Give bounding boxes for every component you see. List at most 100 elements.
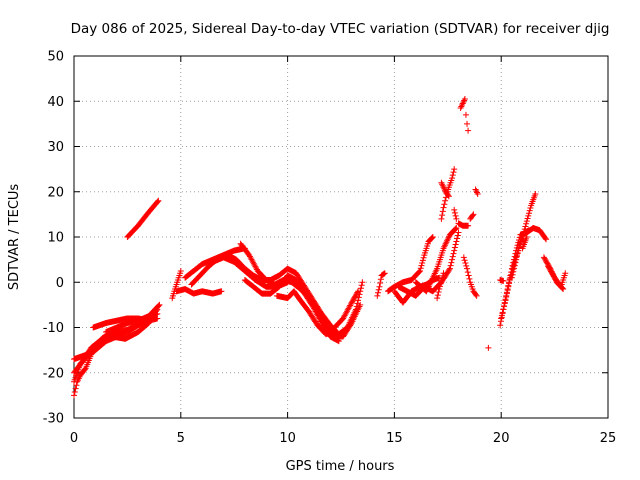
data-points <box>71 95 569 399</box>
x-axis-label: GPS time / hours <box>286 459 395 474</box>
y-axis: -30 -20 -10 0 10 20 30 40 50 <box>43 50 608 427</box>
data-point <box>350 297 357 304</box>
data-point <box>509 271 516 278</box>
data-point <box>445 193 452 200</box>
data-point <box>515 247 522 254</box>
data-point <box>473 292 480 299</box>
data-point <box>512 259 519 266</box>
data-point <box>155 302 162 309</box>
data-point <box>353 290 360 297</box>
data-point <box>562 270 569 277</box>
data-point <box>155 197 162 204</box>
data-point <box>525 227 532 234</box>
data-point <box>548 268 555 275</box>
data-point <box>461 95 468 102</box>
data-point <box>381 270 388 277</box>
data-point <box>463 262 470 269</box>
data-point <box>452 225 459 232</box>
data-point <box>375 289 382 296</box>
data-point <box>532 191 539 198</box>
data-point <box>380 270 387 277</box>
data-point <box>447 262 454 269</box>
y-tick-label: 30 <box>47 140 64 155</box>
data-point <box>218 288 225 295</box>
y-tick-label: 50 <box>47 50 64 65</box>
data-point <box>514 250 521 257</box>
data-point <box>462 260 469 267</box>
data-point <box>548 269 555 276</box>
data-point <box>352 292 359 299</box>
data-point <box>504 287 511 294</box>
data-point <box>465 127 472 134</box>
data-point <box>557 282 564 289</box>
data-point <box>177 267 184 274</box>
data-point <box>374 292 381 299</box>
data-point <box>349 298 356 305</box>
data-point <box>434 295 441 302</box>
data-point <box>417 265 424 272</box>
data-point <box>500 306 507 313</box>
data-point <box>544 260 551 267</box>
x-tick-label: 20 <box>493 431 510 446</box>
data-point <box>446 265 453 272</box>
data-point <box>375 286 382 293</box>
data-point <box>513 256 520 263</box>
data-point <box>448 259 455 266</box>
data-point <box>440 204 447 211</box>
y-tick-label: 0 <box>56 276 64 291</box>
data-point <box>470 211 477 218</box>
data-point <box>449 175 456 182</box>
x-tick-label: 5 <box>177 431 185 446</box>
data-point <box>501 303 508 310</box>
data-point <box>442 197 449 204</box>
data-point <box>547 267 554 274</box>
data-point <box>418 262 425 269</box>
data-point <box>358 282 365 289</box>
data-point <box>525 210 532 217</box>
data-point <box>377 280 384 287</box>
data-point <box>452 241 459 248</box>
data-point <box>445 192 452 199</box>
data-point <box>335 338 342 345</box>
data-point <box>434 292 441 299</box>
data-point <box>516 244 522 251</box>
data-point <box>419 257 426 264</box>
data-point <box>417 267 424 274</box>
data-point <box>357 285 364 292</box>
data-point <box>347 301 354 308</box>
data-point <box>461 257 468 264</box>
data-point <box>545 264 552 271</box>
data-point <box>420 254 427 261</box>
data-point <box>436 286 443 293</box>
data-point <box>543 236 550 243</box>
data-point <box>439 212 446 219</box>
data-point <box>460 254 467 261</box>
data-point <box>351 294 358 301</box>
data-point <box>449 172 456 179</box>
data-point <box>500 277 507 284</box>
data-point <box>376 283 383 290</box>
y-tick-label: -20 <box>43 366 64 381</box>
y-tick-label: 40 <box>47 95 64 110</box>
data-point <box>497 322 504 329</box>
data-point <box>545 263 552 270</box>
data-point <box>438 215 445 222</box>
data-point <box>429 234 436 240</box>
data-point <box>439 208 446 215</box>
data-point <box>465 222 472 229</box>
data-point <box>455 229 462 236</box>
data-point <box>453 224 460 231</box>
data-point <box>350 295 357 302</box>
x-tick-label: 25 <box>600 431 617 446</box>
data-point <box>348 299 355 306</box>
data-point <box>473 189 480 196</box>
data-point <box>449 256 456 263</box>
data-point <box>527 204 534 211</box>
data-point <box>543 259 550 266</box>
data-point <box>501 300 508 307</box>
data-point <box>550 272 557 279</box>
data-point <box>453 238 460 245</box>
data-point <box>429 234 436 241</box>
y-axis-label: SDTVAR / TECUs <box>7 184 22 291</box>
